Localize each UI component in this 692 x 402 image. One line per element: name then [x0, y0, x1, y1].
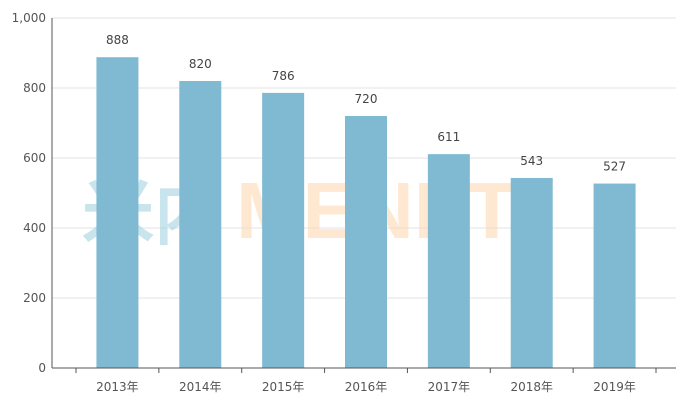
bar [345, 116, 387, 368]
y-tick-label: 200 [23, 291, 46, 305]
x-tick-label: 2018年 [510, 380, 553, 394]
data-label: 786 [272, 69, 295, 83]
data-label: 527 [603, 160, 626, 174]
y-tick-label: 400 [23, 221, 46, 235]
bars [96, 57, 636, 369]
y-tick-label: 0 [38, 361, 46, 375]
x-tick-label: 2014年 [179, 380, 222, 394]
bar [96, 57, 139, 368]
data-label: 888 [106, 33, 129, 47]
x-tick-label: 2019年 [593, 380, 636, 394]
y-tick-label: 1,000 [12, 11, 46, 25]
axes [51, 18, 676, 373]
bar [593, 183, 636, 368]
y-tick-label: 600 [23, 151, 46, 165]
bar [179, 81, 222, 368]
data-label: 543 [520, 154, 543, 168]
labels: 0 200 400 600 800 1,000 888 2013年 820 2014年 786 201… [12, 11, 636, 394]
x-tick-label: 2016年 [345, 380, 388, 394]
bar [427, 154, 470, 368]
data-label: 611 [437, 130, 460, 144]
bar [510, 177, 553, 368]
bar [262, 92, 305, 369]
x-tick-label: 2017年 [428, 380, 471, 394]
data-label: 720 [355, 92, 378, 106]
x-tick-label: 2015年 [262, 380, 305, 394]
y-tick-label: 800 [23, 81, 46, 95]
data-label: 820 [189, 57, 212, 71]
x-tick-label: 2013年 [96, 380, 139, 394]
